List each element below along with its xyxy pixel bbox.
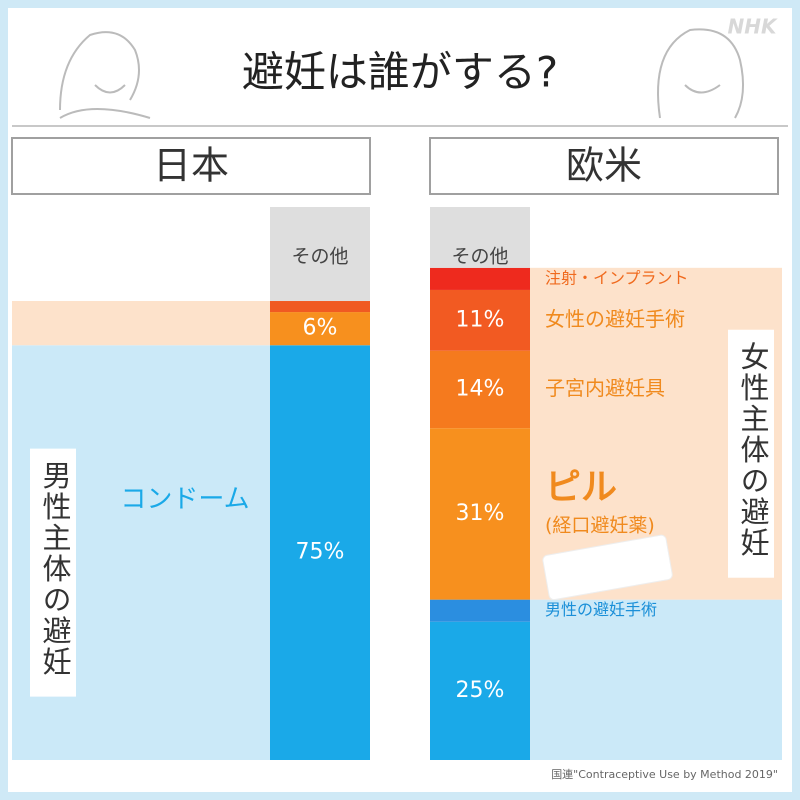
segment-name: 女性の避妊手術 <box>545 307 685 331</box>
value-label: 6% <box>303 316 338 341</box>
title: 避妊は誰がする? <box>242 48 558 97</box>
other-label: その他 <box>451 246 508 268</box>
source: 国連"Contraceptive Use by Method 2019" <box>551 767 778 781</box>
group-label-box <box>30 448 76 697</box>
value-label: 75% <box>296 540 345 565</box>
pill-pack-icon <box>542 534 673 601</box>
panel-header: 日本 <box>153 144 229 188</box>
value-label: 25% <box>456 678 505 703</box>
bar-segment <box>430 621 530 760</box>
bar-segment <box>270 207 370 302</box>
bar-segment <box>270 345 370 760</box>
bar-segment <box>270 312 370 346</box>
segment-name: ピル <box>545 467 617 508</box>
head-icons <box>59 28 745 119</box>
group-label: 男性主体の避妊 <box>38 461 72 678</box>
bar-segment <box>430 599 530 622</box>
group-label: 女性主体の避妊 <box>736 341 770 558</box>
male-band <box>530 599 782 760</box>
bar-segment <box>430 350 530 429</box>
group-label-box <box>728 329 774 578</box>
female-band <box>12 301 270 346</box>
segment-subname: (経口避妊薬) <box>545 514 655 536</box>
value-label: 14% <box>456 376 505 401</box>
segment-name: 注射・インプラント <box>545 268 689 287</box>
bar-segment <box>430 267 530 290</box>
segment-name: 男性の避妊手術 <box>545 600 657 619</box>
value-label: 11% <box>456 307 505 332</box>
segment-name: 子宮内避妊具 <box>545 376 665 400</box>
bar-segment <box>430 289 530 351</box>
panel-header-box <box>429 137 779 195</box>
other-label: その他 <box>291 246 348 268</box>
panel-header-box <box>11 137 371 195</box>
logo: NHK <box>728 15 778 39</box>
panel-header: 欧米 <box>566 144 642 188</box>
bar-segment <box>430 207 530 268</box>
bar-segment <box>270 301 370 313</box>
value-label: 31% <box>456 501 505 526</box>
bar-segment <box>430 428 530 600</box>
segment-name: コンドーム <box>120 485 249 515</box>
